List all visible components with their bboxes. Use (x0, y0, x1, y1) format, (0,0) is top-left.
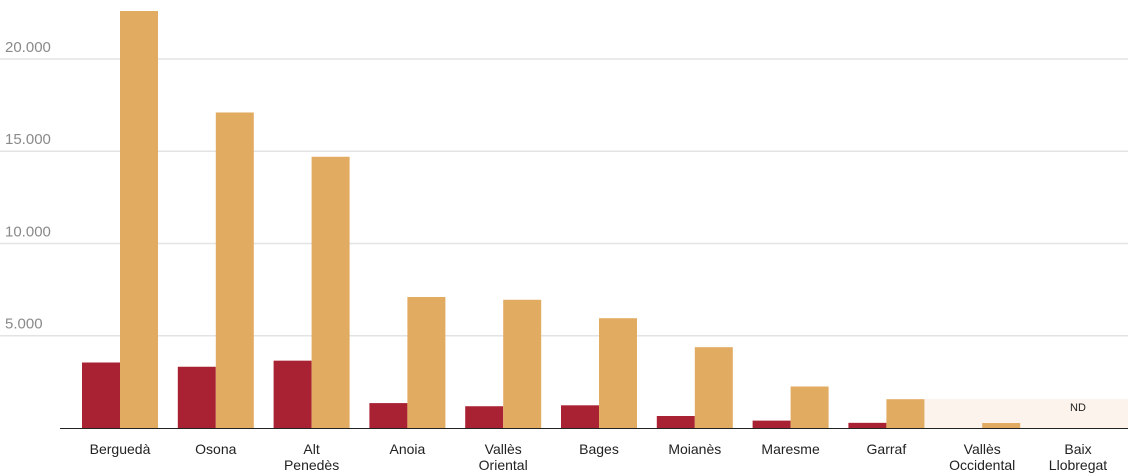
bar[interactable] (561, 405, 599, 428)
bar[interactable] (311, 156, 350, 428)
bar[interactable] (694, 347, 733, 428)
x-tick-label: Berguedà (90, 441, 151, 457)
x-tick-label: Moianès (668, 441, 721, 457)
y-tick-label: 5.000 (5, 316, 43, 333)
x-tick-label: Vallès Oriental (479, 441, 528, 473)
bar[interactable] (886, 399, 925, 428)
x-tick-label: Bages (579, 441, 619, 457)
x-tick-label: Vallès Occidental (949, 441, 1015, 473)
bar[interactable] (82, 362, 120, 428)
bar[interactable] (599, 318, 637, 428)
y-tick-label: 20.000 (5, 39, 51, 56)
x-tick-label: Osona (195, 441, 236, 457)
bar[interactable] (656, 416, 695, 428)
bar[interactable] (790, 386, 829, 428)
bar[interactable] (503, 299, 542, 428)
bar[interactable] (120, 11, 158, 428)
y-tick-label: 10.000 (5, 223, 51, 240)
bar[interactable] (273, 360, 312, 428)
bar[interactable] (982, 423, 1021, 428)
x-tick-label: Anoia (389, 441, 425, 457)
bar[interactable] (177, 366, 216, 428)
x-tick-label: Alt Penedès (284, 441, 339, 473)
bar[interactable] (752, 420, 791, 428)
x-tick-label: Baix Llobregat (1049, 441, 1107, 473)
x-tick-label: Maresme (761, 441, 820, 457)
no-data-label: ND (1070, 402, 1086, 414)
bar[interactable] (848, 422, 887, 428)
bar[interactable] (465, 406, 504, 428)
y-tick-label: 15.000 (5, 131, 51, 148)
bar[interactable] (369, 403, 408, 428)
x-tick-label: Garraf (867, 441, 907, 457)
bar[interactable] (407, 296, 446, 428)
bar[interactable] (215, 112, 254, 428)
